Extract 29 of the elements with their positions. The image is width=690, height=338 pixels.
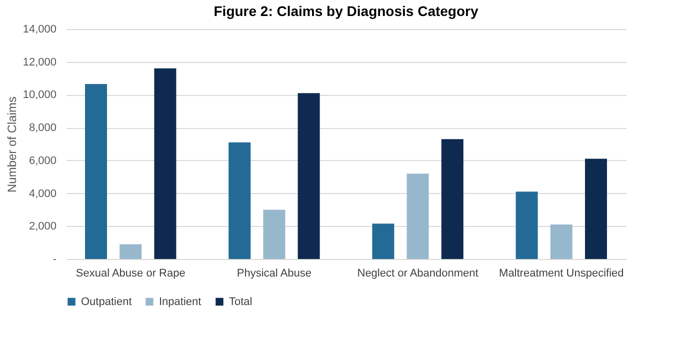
y-tick-label: 6,000 xyxy=(28,154,56,167)
bar xyxy=(263,210,286,259)
bar xyxy=(85,84,108,259)
y-tick-label: 12,000 xyxy=(22,56,56,68)
y-axis-title: Number of Claims xyxy=(4,96,19,193)
y-tick-label: 14,000 xyxy=(22,24,56,36)
bar xyxy=(228,142,251,259)
legend-label: Outpatient xyxy=(81,296,132,308)
chart-title: Figure 2: Claims by Diagnosis Category xyxy=(214,3,478,19)
x-tick-label: Maltreatment Unspecified xyxy=(499,268,624,280)
y-tick-label: 2,000 xyxy=(28,220,56,233)
x-tick-label: Sexual Abuse or Rape xyxy=(76,268,186,280)
bar xyxy=(120,244,142,259)
bar xyxy=(516,192,538,259)
legend-label: Inpatient xyxy=(159,296,202,308)
bar xyxy=(406,174,429,259)
legend-label: Total xyxy=(229,296,252,308)
bar xyxy=(584,158,607,259)
bar xyxy=(441,139,464,259)
bar xyxy=(550,224,572,259)
y-tick-label: - xyxy=(52,254,57,266)
x-tick-label: Physical Abuse xyxy=(236,268,312,280)
x-tick-label: Neglect or Abandonment xyxy=(357,268,478,280)
y-tick-label: 4,000 xyxy=(28,188,56,200)
bar xyxy=(298,93,320,259)
y-tick-label: 8,000 xyxy=(28,122,56,134)
bar xyxy=(372,224,394,259)
y-tick-label: 10,000 xyxy=(22,89,56,102)
bar xyxy=(154,68,176,259)
